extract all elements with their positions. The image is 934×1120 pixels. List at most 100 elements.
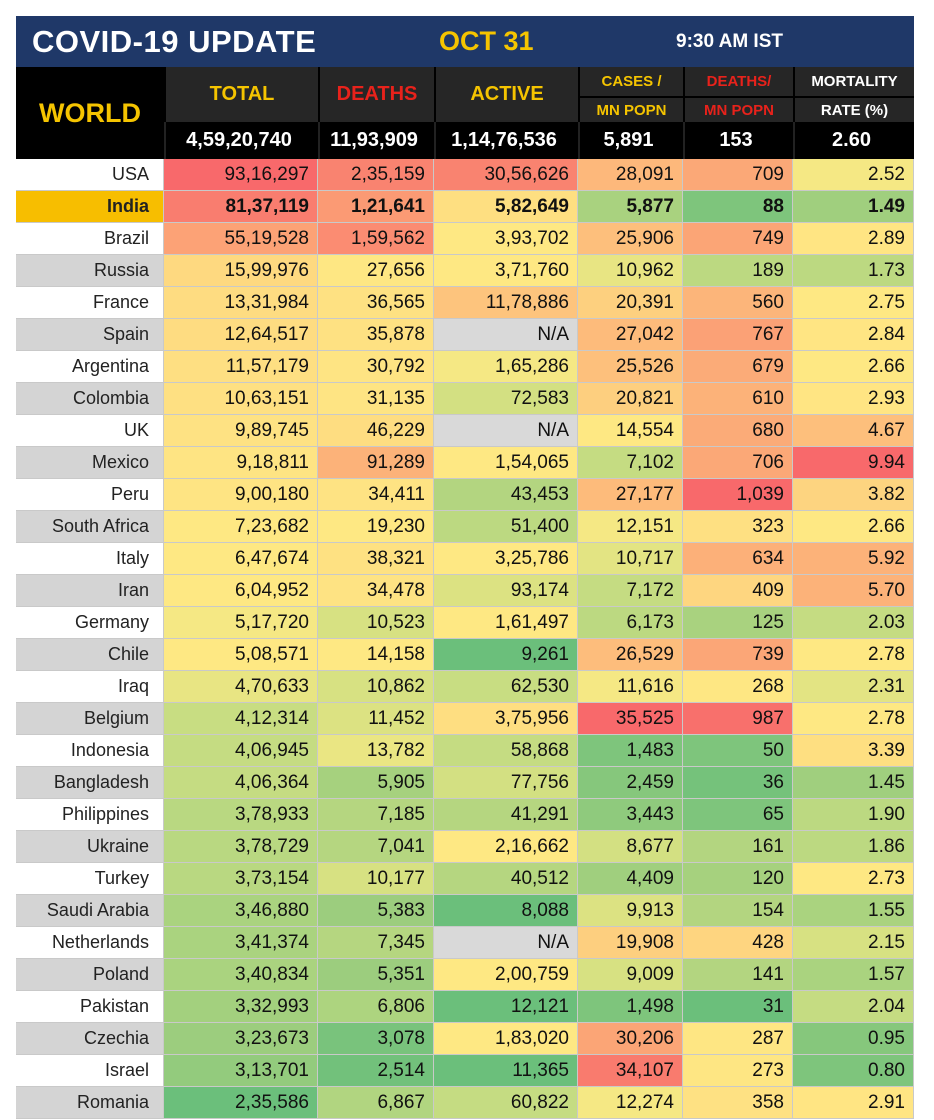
- deaths-cell: 46,229: [318, 415, 434, 447]
- cases-per-mn-cell: 7,172: [578, 575, 683, 607]
- cases-per-mn-cell: 28,091: [578, 159, 683, 191]
- deaths-per-mn-cell: 709: [683, 159, 793, 191]
- column-header-cases-per-mn-top: CASES /: [578, 67, 683, 96]
- country-cell: Iran: [16, 575, 164, 607]
- mortality-cell: 2.31: [793, 671, 914, 703]
- country-cell: Ukraine: [16, 831, 164, 863]
- country-cell: Russia: [16, 255, 164, 287]
- cases-per-mn-cell: 5,877: [578, 191, 683, 223]
- deaths-cell: 34,478: [318, 575, 434, 607]
- column-header-deaths-per-mn-top: DEATHS/: [683, 67, 793, 96]
- deaths-per-mn-cell: 987: [683, 703, 793, 735]
- table-row: Indonesia 4,06,945 13,782 58,868 1,483 50 3.39: [16, 735, 914, 767]
- total-cell: 3,40,834: [164, 959, 318, 991]
- active-cell: 8,088: [434, 895, 578, 927]
- country-cell: Israel: [16, 1055, 164, 1087]
- country-cell: Netherlands: [16, 927, 164, 959]
- deaths-cell: 7,041: [318, 831, 434, 863]
- country-cell: Pakistan: [16, 991, 164, 1023]
- total-cell: 15,99,976: [164, 255, 318, 287]
- table-row: Spain 12,64,517 35,878 N/A 27,042 767 2.84: [16, 319, 914, 351]
- total-cell: 4,06,945: [164, 735, 318, 767]
- total-cell: 5,08,571: [164, 639, 318, 671]
- table-row: South Africa 7,23,682 19,230 51,400 12,151 32…: [16, 511, 914, 543]
- active-cell: 77,756: [434, 767, 578, 799]
- mortality-cell: 1.57: [793, 959, 914, 991]
- deaths-cell: 10,177: [318, 863, 434, 895]
- mortality-cell: 0.80: [793, 1055, 914, 1087]
- table-row: France 13,31,984 36,565 11,78,886 20,391 560 2…: [16, 287, 914, 319]
- mortality-cell: 2.04: [793, 991, 914, 1023]
- deaths-cell: 7,185: [318, 799, 434, 831]
- mortality-cell: 3.39: [793, 735, 914, 767]
- total-cell: 81,37,119: [164, 191, 318, 223]
- deaths-per-mn-cell: 739: [683, 639, 793, 671]
- total-cell: 3,73,154: [164, 863, 318, 895]
- table-row: Mexico 9,18,811 91,289 1,54,065 7,102 706 9.94: [16, 447, 914, 479]
- deaths-cell: 1,21,641: [318, 191, 434, 223]
- country-rows: USA 93,16,297 2,35,159 30,56,626 28,091 709 2.…: [16, 159, 914, 1119]
- active-cell: 72,583: [434, 383, 578, 415]
- deaths-per-mn-cell: 120: [683, 863, 793, 895]
- active-cell: 11,365: [434, 1055, 578, 1087]
- country-cell: Iraq: [16, 671, 164, 703]
- deaths-cell: 31,135: [318, 383, 434, 415]
- deaths-cell: 10,862: [318, 671, 434, 703]
- country-cell: India: [16, 191, 164, 223]
- deaths-per-mn-cell: 680: [683, 415, 793, 447]
- deaths-per-mn-cell: 189: [683, 255, 793, 287]
- deaths-cell: 10,523: [318, 607, 434, 639]
- deaths-per-mn-cell: 65: [683, 799, 793, 831]
- table-row: Bangladesh 4,06,364 5,905 77,756 2,459 36 1.45: [16, 767, 914, 799]
- column-header-active: ACTIVE: [434, 67, 578, 122]
- table-row: Germany 5,17,720 10,523 1,61,497 6,173 125 2.0…: [16, 607, 914, 639]
- table-row: Pakistan 3,32,993 6,806 12,121 1,498 31 2.04: [16, 991, 914, 1023]
- country-cell: Argentina: [16, 351, 164, 383]
- country-cell: Spain: [16, 319, 164, 351]
- country-cell: Czechia: [16, 1023, 164, 1055]
- mortality-cell: 2.66: [793, 511, 914, 543]
- active-cell: 60,822: [434, 1087, 578, 1119]
- deaths-per-mn-cell: 36: [683, 767, 793, 799]
- table-row: Argentina 11,57,179 30,792 1,65,286 25,526 67…: [16, 351, 914, 383]
- cases-per-mn-cell: 27,042: [578, 319, 683, 351]
- deaths-per-mn-cell: 287: [683, 1023, 793, 1055]
- active-cell: 93,174: [434, 575, 578, 607]
- table-row: Russia 15,99,976 27,656 3,71,760 10,962 189 1.…: [16, 255, 914, 287]
- mortality-cell: 2.73: [793, 863, 914, 895]
- mortality-cell: 2.91: [793, 1087, 914, 1119]
- deaths-cell: 34,411: [318, 479, 434, 511]
- table-row: Iran 6,04,952 34,478 93,174 7,172 409 5.70: [16, 575, 914, 607]
- country-cell: Poland: [16, 959, 164, 991]
- table-row: Netherlands 3,41,374 7,345 N/A 19,908 428 2.15: [16, 927, 914, 959]
- column-header-deaths-per-mn-bottom: MN POPN: [683, 96, 793, 122]
- deaths-cell: 19,230: [318, 511, 434, 543]
- mortality-cell: 2.66: [793, 351, 914, 383]
- deaths-cell: 14,158: [318, 639, 434, 671]
- cases-per-mn-cell: 14,554: [578, 415, 683, 447]
- total-cell: 11,57,179: [164, 351, 318, 383]
- title-bar: COVID-19 UPDATE OCT 31 9:30 AM IST: [16, 16, 914, 67]
- country-cell: Belgium: [16, 703, 164, 735]
- cases-per-mn-cell: 30,206: [578, 1023, 683, 1055]
- deaths-per-mn-cell: 358: [683, 1087, 793, 1119]
- country-cell: Colombia: [16, 383, 164, 415]
- table-row: Iraq 4,70,633 10,862 62,530 11,616 268 2.31: [16, 671, 914, 703]
- total-cell: 3,13,701: [164, 1055, 318, 1087]
- total-cell: 3,41,374: [164, 927, 318, 959]
- deaths-cell: 36,565: [318, 287, 434, 319]
- world-deaths: 11,93,909: [318, 122, 434, 159]
- active-cell: 12,121: [434, 991, 578, 1023]
- report-date: OCT 31: [439, 26, 534, 56]
- cases-per-mn-cell: 27,177: [578, 479, 683, 511]
- deaths-cell: 13,782: [318, 735, 434, 767]
- total-cell: 4,12,314: [164, 703, 318, 735]
- deaths-cell: 2,514: [318, 1055, 434, 1087]
- country-cell: France: [16, 287, 164, 319]
- deaths-cell: 6,867: [318, 1087, 434, 1119]
- deaths-cell: 5,905: [318, 767, 434, 799]
- active-cell: 1,61,497: [434, 607, 578, 639]
- active-cell: 40,512: [434, 863, 578, 895]
- cases-per-mn-cell: 20,821: [578, 383, 683, 415]
- page-title: COVID-19 UPDATE: [32, 24, 317, 59]
